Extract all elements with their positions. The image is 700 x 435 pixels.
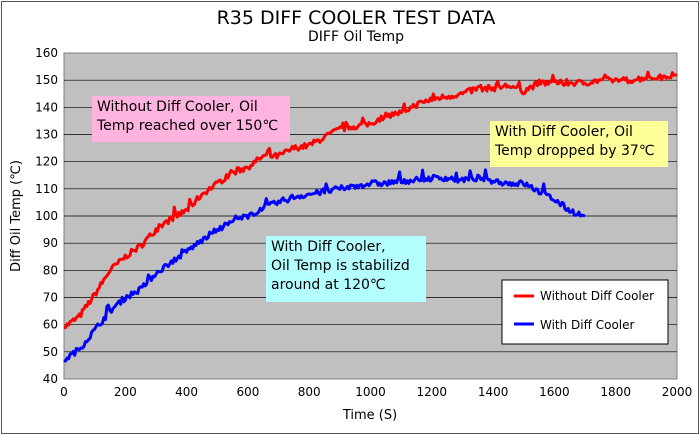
x-tick-label: 600 (236, 385, 259, 399)
y-tick-label: 160 (35, 46, 58, 60)
y-tick-label: 80 (43, 263, 58, 277)
y-tick-label: 130 (35, 128, 58, 142)
x-tick-label: 1200 (417, 385, 448, 399)
y-tick-label: 40 (43, 372, 58, 386)
x-tick-label: 2000 (662, 385, 693, 399)
annotation-line: Temp reached over 150℃ (97, 118, 279, 134)
x-tick-label: 200 (114, 385, 137, 399)
annotation-line: Oil Temp is stabilizd (271, 258, 410, 274)
legend-label-without-cooler: Without Diff Cooler (540, 289, 654, 303)
series-line-1 (63, 168, 586, 363)
x-tick-label: 1600 (539, 385, 570, 399)
y-tick-label: 70 (43, 291, 58, 305)
annotation-line: Temp dropped by 37℃ (495, 143, 655, 159)
y-tick-label: 150 (35, 73, 58, 87)
x-tick-label: 1800 (600, 385, 631, 399)
chart-subtitle: DIFF Oil Temp (308, 29, 404, 45)
y-tick-label: 120 (35, 155, 58, 169)
annotation-stabilized: With Diff Cooler, Oil Temp is stabilizd … (266, 236, 426, 302)
annotation-line: Without Diff Cooler, Oil (97, 99, 258, 115)
series-lines (63, 70, 678, 363)
legend: Without Diff Cooler With Diff Cooler (501, 279, 669, 345)
x-tick-label: 1400 (478, 385, 509, 399)
x-tick-label: 1000 (355, 385, 386, 399)
x-tick-label: 0 (60, 385, 68, 399)
y-tick-labels: 40 50 60 70 80 90 100 110 120 130 140 150 160 (35, 46, 58, 386)
y-tick-label: 50 (43, 345, 58, 359)
x-tick-label: 400 (175, 385, 198, 399)
annotation-temp-dropped: With Diff Cooler, Oil Temp dropped by 37… (490, 121, 668, 167)
y-tick-label: 110 (35, 182, 58, 196)
y-tick-label: 90 (43, 236, 58, 250)
annotation-line: around at 120℃ (271, 277, 386, 293)
y-axis-label: Diff Oil Temp (℃) (9, 160, 24, 272)
annotation-line: With Diff Cooler, Oil (495, 124, 633, 140)
annotation-without-cooler: Without Diff Cooler, Oil Temp reached ov… (92, 96, 290, 142)
legend-box (501, 279, 669, 345)
y-tick-label: 140 (35, 100, 58, 114)
legend-label-with-cooler: With Diff Cooler (540, 318, 634, 332)
annotation-line: With Diff Cooler, (271, 239, 386, 255)
y-tick-label: 60 (43, 318, 58, 332)
x-tick-labels: 0 200 400 600 800 1000 1200 1400 1600 1800 2000 (60, 385, 692, 399)
x-axis-label: Time (S) (342, 408, 397, 423)
series-line-0 (63, 70, 678, 330)
y-tick-label: 100 (35, 209, 58, 223)
chart-title: R35 DIFF COOLER TEST DATA (217, 7, 496, 29)
x-tick-label: 800 (298, 385, 321, 399)
